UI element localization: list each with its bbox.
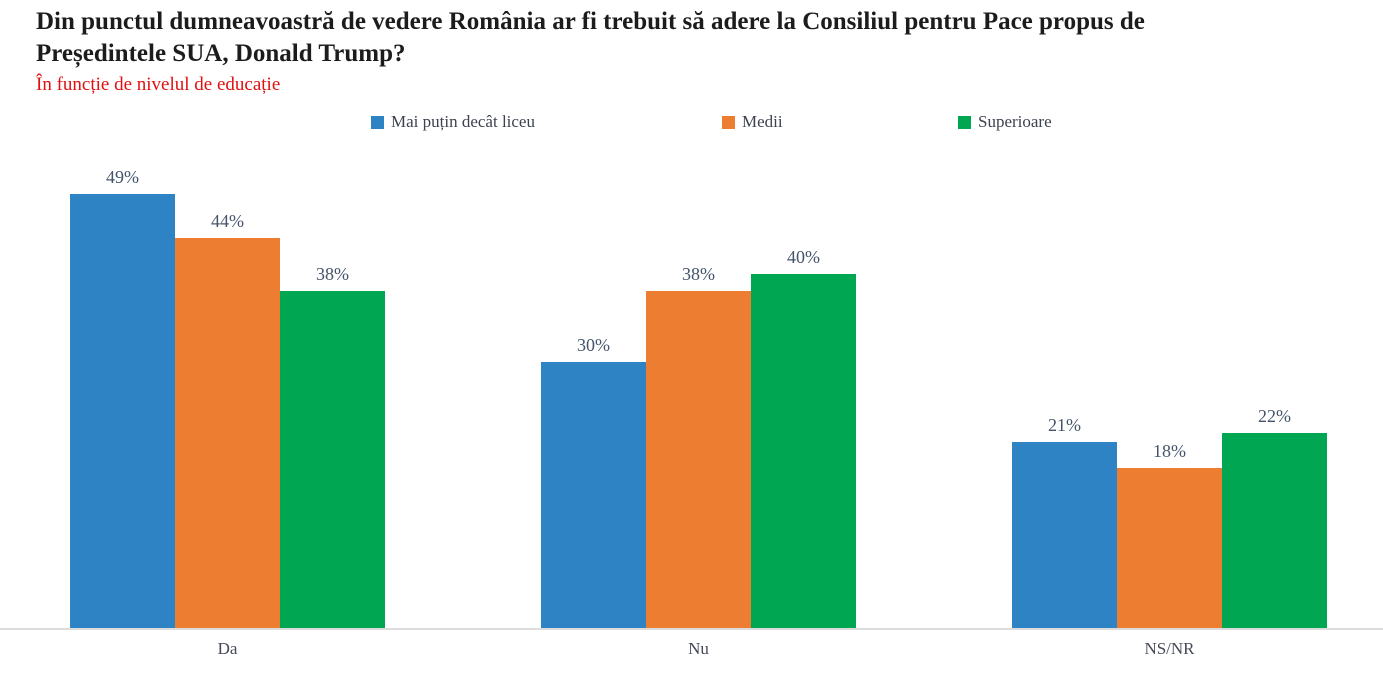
legend-item: Medii (722, 111, 783, 133)
bar-slot: 49% (70, 167, 175, 628)
category-label: Da (217, 639, 238, 658)
bar-value-label: 21% (1048, 415, 1081, 435)
bar-value-label: 22% (1258, 406, 1291, 426)
category-axis: Da Nu NS/NR (0, 639, 1383, 663)
bar-slot: 30% (541, 335, 646, 628)
bar-value-label: 44% (211, 211, 244, 231)
bar-slot: 38% (646, 264, 751, 628)
x-axis-baseline (0, 628, 1383, 630)
bar-slot: 44% (175, 211, 280, 628)
category-label: Nu (688, 639, 709, 658)
legend-label: Medii (742, 112, 783, 131)
bar-group-da: 49% 44% 38% (70, 145, 385, 628)
legend-label: Mai puțin decât liceu (391, 112, 535, 131)
bar-group-nu: 30% 38% 40% (541, 145, 856, 628)
legend-item: Mai puțin decât liceu (371, 111, 535, 133)
legend-swatch-icon (722, 115, 735, 129)
bar-da-series-2 (280, 291, 385, 628)
legend-label: Superioare (978, 112, 1052, 131)
bar-slot: 18% (1117, 441, 1222, 628)
bar-nu-series-2 (751, 274, 856, 628)
bar-group-nsnr: 21% 18% 22% (1012, 145, 1327, 628)
bar-chart-plot-area: 49% 44% 38% 30% 38% 40% 21% 18% 22% (0, 145, 1383, 628)
chart-title: Din punctul dumneavoastră de vedere Româ… (36, 8, 1145, 67)
category-label: NS/NR (1144, 639, 1195, 658)
bar-nsnr-series-0 (1012, 442, 1117, 628)
bar-value-label: 18% (1153, 441, 1186, 461)
bar-da-series-1 (175, 238, 280, 628)
bar-value-label: 40% (787, 247, 820, 267)
legend: Mai puțin decât liceu Medii Superioare (0, 111, 1383, 133)
legend-item: Superioare (958, 111, 1052, 133)
bar-value-label: 30% (577, 335, 610, 355)
bar-value-label: 38% (682, 264, 715, 284)
legend-swatch-icon (958, 115, 971, 129)
bar-slot: 38% (280, 264, 385, 628)
bar-nsnr-series-1 (1117, 468, 1222, 628)
chart-subtitle: În funcție de nivelul de educație (36, 74, 281, 95)
bar-nu-series-1 (646, 291, 751, 628)
bar-slot: 22% (1222, 406, 1327, 628)
bar-value-label: 49% (106, 167, 139, 187)
legend-swatch-icon (371, 115, 384, 129)
bar-da-series-0 (70, 194, 175, 628)
bar-slot: 40% (751, 247, 856, 628)
bar-nu-series-0 (541, 362, 646, 628)
bar-slot: 21% (1012, 415, 1117, 628)
bar-nsnr-series-2 (1222, 433, 1327, 628)
bar-value-label: 38% (316, 264, 349, 284)
